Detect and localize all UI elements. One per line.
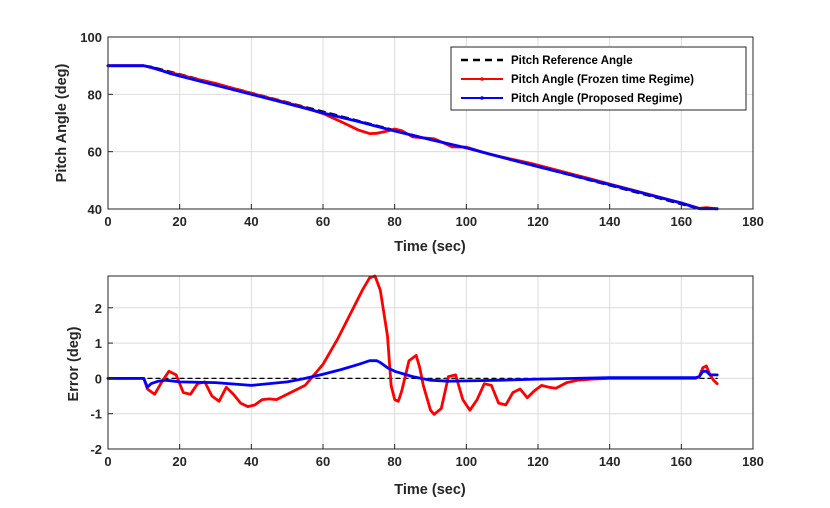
pitch-y-ticks: 40 60 80 100 [80,30,113,217]
error-x-tick-label: 100 [455,454,477,469]
pitch-y-tick-label: 40 [88,202,102,217]
error-x-tick-label: 140 [599,454,621,469]
error-x-axis-label: Time (sec) [394,482,466,498]
pitch-x-axis-label: Time (sec) [394,239,466,255]
pitch-x-ticks: 0 20 40 60 80 100 120 140 160 180 [104,204,764,229]
pitch-y-tick-label: 60 [88,145,102,160]
pitch-x-tick-label: 20 [172,214,186,229]
error-y-tick-label: 1 [95,336,102,351]
legend-label-proposed: Pitch Angle (Proposed Regime) [511,93,683,105]
error-x-tick-label: 40 [244,454,258,469]
error-series-frozen-time-error-line [106,274,719,416]
pitch-angle-plot: 0 20 40 60 80 100 120 140 160 180 40 60 80 100 Time … [54,30,764,255]
legend-label-reference: Pitch Reference Angle [511,55,633,67]
pitch-x-tick-label: 180 [742,214,764,229]
error-axes-background [108,276,753,449]
legend-label-frozen: Pitch Angle (Frozen time Regime) [511,74,694,86]
error-x-tick-label: 80 [387,454,401,469]
pitch-x-tick-label: 0 [104,214,111,229]
error-x-tick-label: 0 [104,454,111,469]
error-y-tick-label: -2 [90,442,102,457]
error-x-tick-label: 60 [316,454,330,469]
pitch-x-tick-label: 140 [599,214,621,229]
pitch-x-tick-label: 40 [244,214,258,229]
pitch-y-tick-label: 80 [88,87,102,102]
pitch-x-tick-label: 160 [670,214,692,229]
error-plot: 0 20 40 60 80 100 120 140 160 180 -2 -1 0 1 2 Time (s… [66,274,764,498]
error-x-ticks: 0 20 40 60 80 100 120 140 160 180 [104,444,764,469]
error-series [106,274,719,416]
error-y-tick-label: -1 [90,407,102,422]
pitch-x-tick-label: 80 [387,214,401,229]
pitch-axes-frame [107,36,754,210]
error-x-tick-label: 120 [527,454,549,469]
pitch-series-pitch-angle-proposed-regime-line [106,64,719,211]
error-x-tick-label: 20 [172,454,186,469]
error-axes-frame [107,275,754,450]
pitch-x-tick-label: 60 [316,214,330,229]
error-x-tick-label: 160 [670,454,692,469]
legend-marker-proposed [480,96,484,100]
legend: Pitch Reference Angle Pitch Angle (Froze… [450,46,747,111]
pitch-y-tick-label: 100 [80,30,102,45]
error-x-tick-label: 180 [742,454,764,469]
error-series-proposed-error-line [106,359,719,389]
pitch-x-tick-label: 120 [527,214,549,229]
pitch-y-axis-label: Pitch Angle (deg) [54,63,70,182]
legend-marker-frozen [480,77,484,81]
pitch-x-tick-label: 100 [455,214,477,229]
error-y-ticks: -2 -1 0 1 2 [90,301,113,457]
error-y-axis-label: Error (deg) [66,326,82,401]
error-y-tick-label: 0 [95,371,102,386]
error-y-tick-label: 2 [95,301,102,316]
